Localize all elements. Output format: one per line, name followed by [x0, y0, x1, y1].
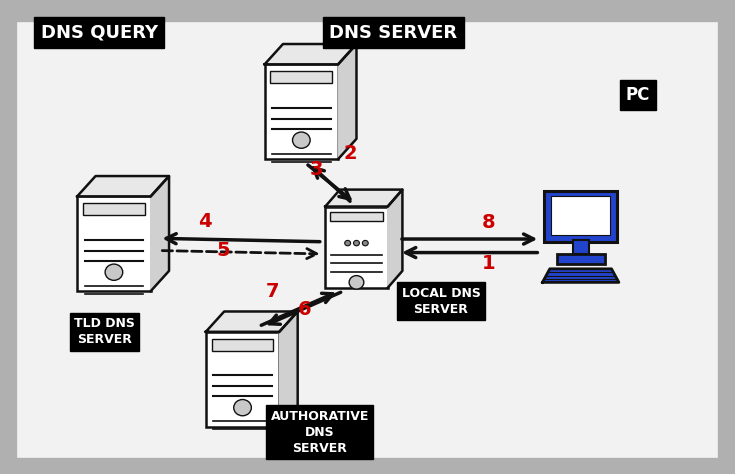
FancyArrowPatch shape: [166, 234, 320, 244]
FancyArrowPatch shape: [402, 234, 534, 244]
Text: 7: 7: [266, 282, 279, 301]
Circle shape: [293, 132, 310, 148]
FancyBboxPatch shape: [265, 64, 338, 159]
FancyBboxPatch shape: [325, 207, 388, 288]
FancyBboxPatch shape: [544, 191, 617, 242]
Circle shape: [345, 240, 351, 246]
Circle shape: [354, 240, 359, 246]
Polygon shape: [388, 190, 402, 288]
Text: PC: PC: [625, 86, 650, 104]
Polygon shape: [265, 44, 356, 64]
Polygon shape: [279, 311, 298, 427]
Text: 6: 6: [298, 300, 312, 319]
Polygon shape: [206, 311, 298, 332]
FancyBboxPatch shape: [77, 196, 151, 291]
FancyBboxPatch shape: [557, 254, 604, 264]
FancyArrowPatch shape: [406, 247, 537, 257]
Circle shape: [362, 240, 368, 246]
FancyBboxPatch shape: [212, 338, 273, 351]
Text: 8: 8: [481, 213, 495, 232]
FancyArrowPatch shape: [162, 248, 317, 259]
FancyBboxPatch shape: [329, 212, 384, 221]
FancyArrowPatch shape: [269, 292, 341, 324]
Circle shape: [234, 400, 251, 416]
Circle shape: [105, 264, 123, 280]
Text: 4: 4: [198, 212, 212, 231]
FancyBboxPatch shape: [206, 332, 279, 427]
Text: 2: 2: [344, 144, 358, 163]
Circle shape: [349, 275, 364, 289]
Text: DNS SERVER: DNS SERVER: [329, 24, 457, 42]
Text: 5: 5: [217, 241, 231, 260]
FancyBboxPatch shape: [13, 18, 722, 462]
Polygon shape: [542, 269, 619, 283]
Polygon shape: [338, 44, 356, 159]
Polygon shape: [325, 190, 402, 207]
Text: 3: 3: [310, 160, 323, 179]
Text: LOCAL DNS
SERVER: LOCAL DNS SERVER: [401, 287, 481, 316]
FancyBboxPatch shape: [83, 203, 145, 215]
FancyBboxPatch shape: [573, 240, 589, 254]
Text: AUTHORATIVE
DNS
SERVER: AUTHORATIVE DNS SERVER: [270, 410, 369, 455]
Polygon shape: [151, 176, 169, 291]
Polygon shape: [77, 176, 169, 196]
FancyArrowPatch shape: [314, 168, 350, 201]
Text: 1: 1: [481, 254, 495, 273]
FancyBboxPatch shape: [270, 71, 332, 83]
Text: TLD DNS
SERVER: TLD DNS SERVER: [74, 317, 135, 346]
FancyBboxPatch shape: [551, 196, 610, 235]
FancyArrowPatch shape: [308, 165, 350, 199]
Text: DNS QUERY: DNS QUERY: [40, 24, 158, 42]
FancyArrowPatch shape: [261, 293, 333, 325]
